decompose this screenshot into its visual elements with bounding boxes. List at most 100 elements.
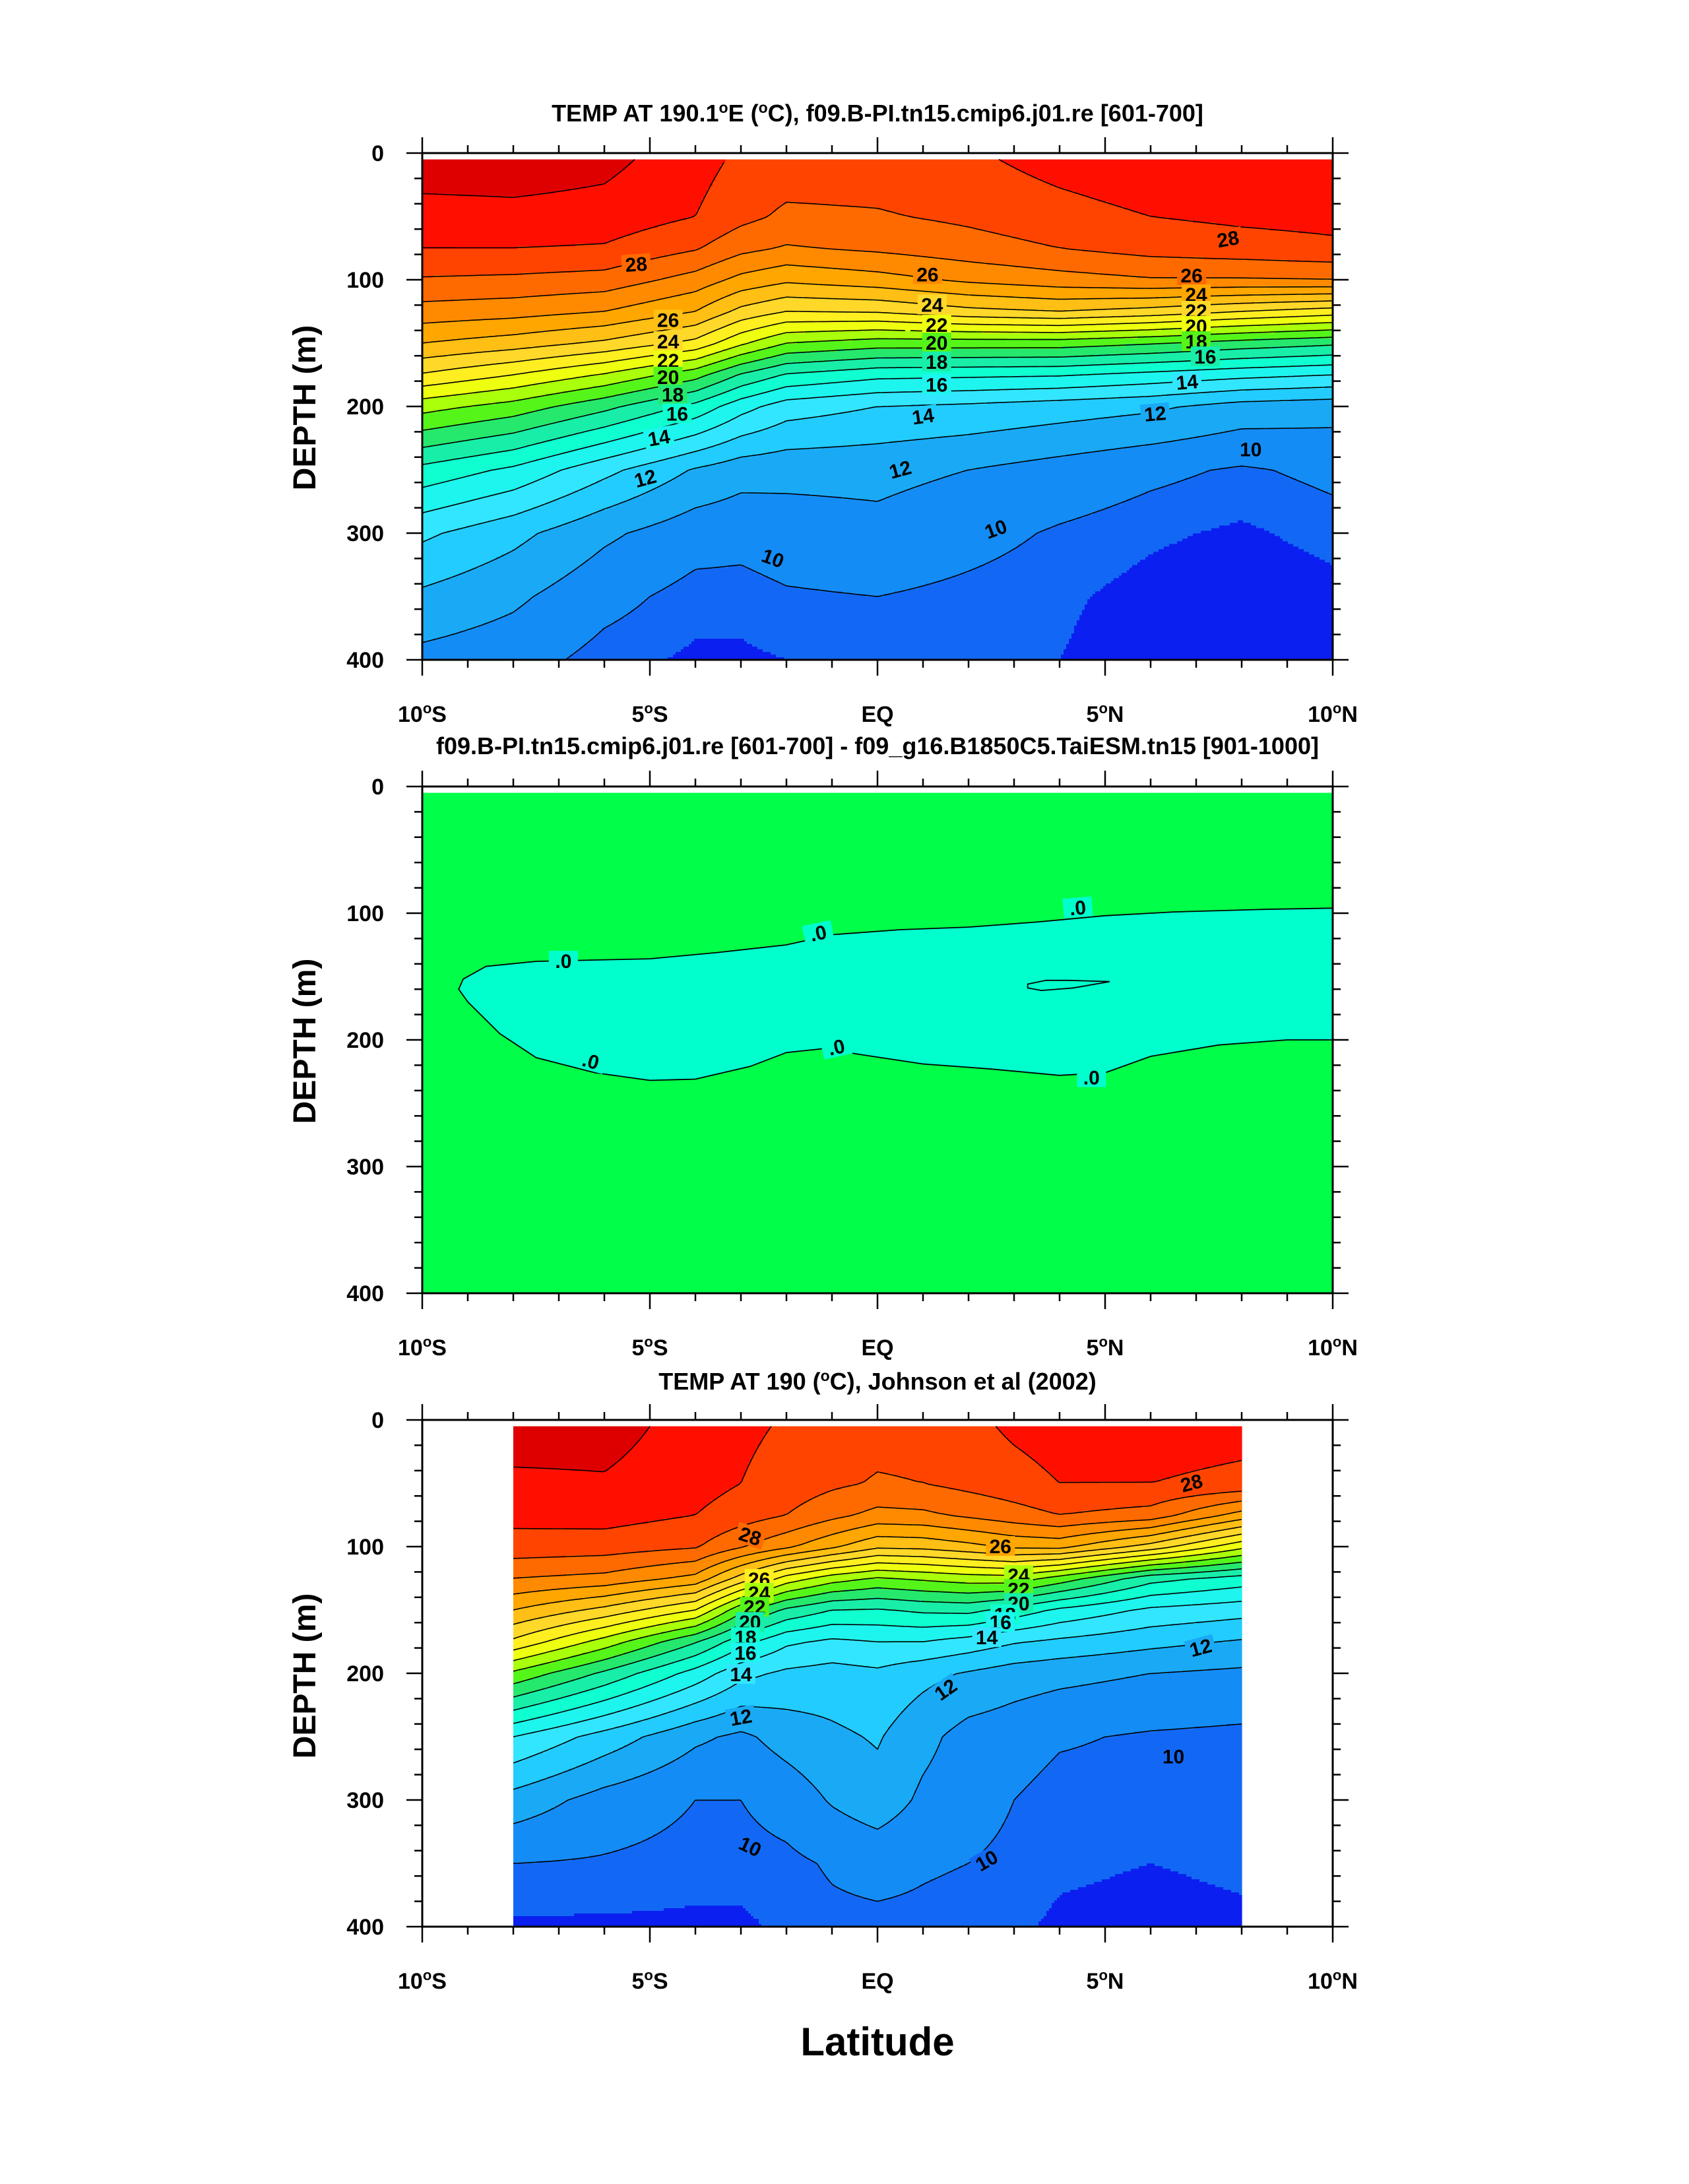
contour-fill-cell <box>742 344 779 347</box>
contour-fill-cell <box>760 338 853 342</box>
contour-fill-cell <box>422 483 433 487</box>
contour-fill-cell <box>573 417 634 421</box>
contour-fill-cell <box>1038 1524 1076 1527</box>
contour-fill-cell <box>591 291 692 294</box>
contour-fill-cell <box>914 1795 1018 1799</box>
contour-label-text: 24 <box>657 331 680 353</box>
contour-fill-cell <box>1078 1655 1242 1659</box>
contour-fill-cell <box>699 567 750 571</box>
contour-fill-cell <box>529 1644 572 1648</box>
contour-fill-cell <box>731 388 777 392</box>
contour-fill-cell <box>666 1763 791 1767</box>
contour-fill-cell <box>637 1618 685 1622</box>
contour-fill-cell <box>583 430 647 434</box>
contour-label-bg <box>726 1663 755 1684</box>
contour-label-bg <box>1211 226 1244 251</box>
contour-fill-cell <box>1052 1906 1242 1909</box>
contour-fill-cell <box>422 177 610 181</box>
contour-fill-cell <box>1149 1526 1195 1529</box>
contour-fill-cell <box>1226 1618 1242 1622</box>
contour-fill-cell <box>567 377 637 381</box>
contour-fill-cell <box>723 348 758 352</box>
contour-fill-cell <box>428 462 523 466</box>
contour-fill-cell <box>422 470 486 474</box>
contour-fill-cell <box>1207 1524 1242 1527</box>
contour-fill-cell <box>515 333 639 337</box>
contour-fill-cell <box>618 538 1027 542</box>
contour-fill-cell <box>1128 1628 1242 1632</box>
contour-fill-cell <box>462 501 547 505</box>
contour-fill-cell <box>640 1737 715 1741</box>
contour-fill-cell <box>821 446 1125 450</box>
contour-fill-cell <box>566 1555 707 1558</box>
contour-fill-cell <box>1002 1431 1242 1435</box>
contour-fill-cell <box>513 1718 530 1722</box>
contour-fill-cell <box>422 586 550 589</box>
contour-fill-cell <box>513 1726 556 1730</box>
contour-fill-cell <box>748 1811 841 1814</box>
contour-fill-cell <box>975 1650 1129 1654</box>
contour-fill-cell <box>1011 549 1159 552</box>
contour-fill-cell <box>804 1502 1021 1506</box>
contour-fill-cell <box>520 486 587 490</box>
contour-fill-cell <box>694 467 977 471</box>
contour-fill-cell <box>804 1587 873 1590</box>
contour-fill-cell <box>513 1665 530 1669</box>
contour-fill-cell <box>648 1644 685 1648</box>
contour-fill-cell <box>867 1739 881 1743</box>
contour-label-bg <box>972 1627 1002 1648</box>
contour-fill-cell <box>752 270 872 273</box>
contour-fill-cell <box>635 1660 675 1664</box>
contour-fill-cell <box>1020 1447 1242 1451</box>
contour-fill-cell <box>673 406 716 410</box>
contour-fill-cell <box>603 1755 683 1759</box>
contour-fill-cell <box>843 1590 923 1593</box>
contour-fill-cell <box>513 1595 606 1598</box>
contour-fill-cell <box>516 1636 559 1640</box>
contour-fill-cell <box>599 509 689 513</box>
contour-fill-cell <box>1118 1579 1179 1582</box>
contour-fill-cell <box>422 631 460 634</box>
contour-fill-cell <box>701 1639 728 1643</box>
contour-fill-cell <box>631 304 708 307</box>
contour-fill-cell <box>645 1626 688 1630</box>
x-tick-label: 5oN <box>1087 700 1124 727</box>
contour-fill-cell <box>678 454 753 458</box>
contour-fill-cell <box>1007 1818 1242 1822</box>
contour-fill-cell <box>846 1890 910 1893</box>
contour-fill-cell <box>1153 488 1320 492</box>
contour-fill-cell <box>838 1553 1000 1556</box>
contour-fill-cell <box>422 354 447 358</box>
contour-fill-cell <box>616 1710 670 1714</box>
contour-fill-cell <box>569 1739 635 1743</box>
contour-fill-cell <box>693 1684 733 1688</box>
contour-fill-cell <box>422 546 518 550</box>
contour-fill-cell <box>760 315 956 318</box>
contour-fill-cell <box>896 1816 1007 1819</box>
contour-fill-cell <box>768 214 908 218</box>
contour-fill-cell <box>549 528 639 532</box>
contour-fill-cell <box>515 296 668 300</box>
contour-fill-cell <box>1012 1628 1129 1632</box>
contour-fill-cell <box>703 1718 831 1722</box>
contour-fill-cell <box>1264 467 1333 471</box>
contour-fill-cell <box>513 1692 527 1696</box>
contour-fill-cell <box>883 1587 1031 1590</box>
contour-fill-cell <box>575 401 639 405</box>
contour-fill-cell <box>1293 544 1333 547</box>
contour-label-bg <box>1177 265 1207 286</box>
contour-fill-cell <box>513 1626 554 1630</box>
contour-fill-cell <box>751 1458 1034 1461</box>
contour-fill-cell <box>879 499 1128 503</box>
contour-fill-cell <box>867 1479 912 1483</box>
contour-fill-cell <box>1069 639 1333 642</box>
contour-fill-cell <box>1091 1542 1150 1545</box>
contour-fill-cell <box>814 1626 1031 1630</box>
contour-fill-cell <box>747 288 906 292</box>
contour-fill-cell <box>647 446 708 450</box>
contour-fill-cell <box>664 1908 746 1911</box>
contour-label-bg <box>1077 1067 1106 1087</box>
contour-fill-cell <box>699 323 732 326</box>
contour-fill-cell <box>515 610 631 613</box>
contour-fill-cell <box>513 1847 622 1851</box>
